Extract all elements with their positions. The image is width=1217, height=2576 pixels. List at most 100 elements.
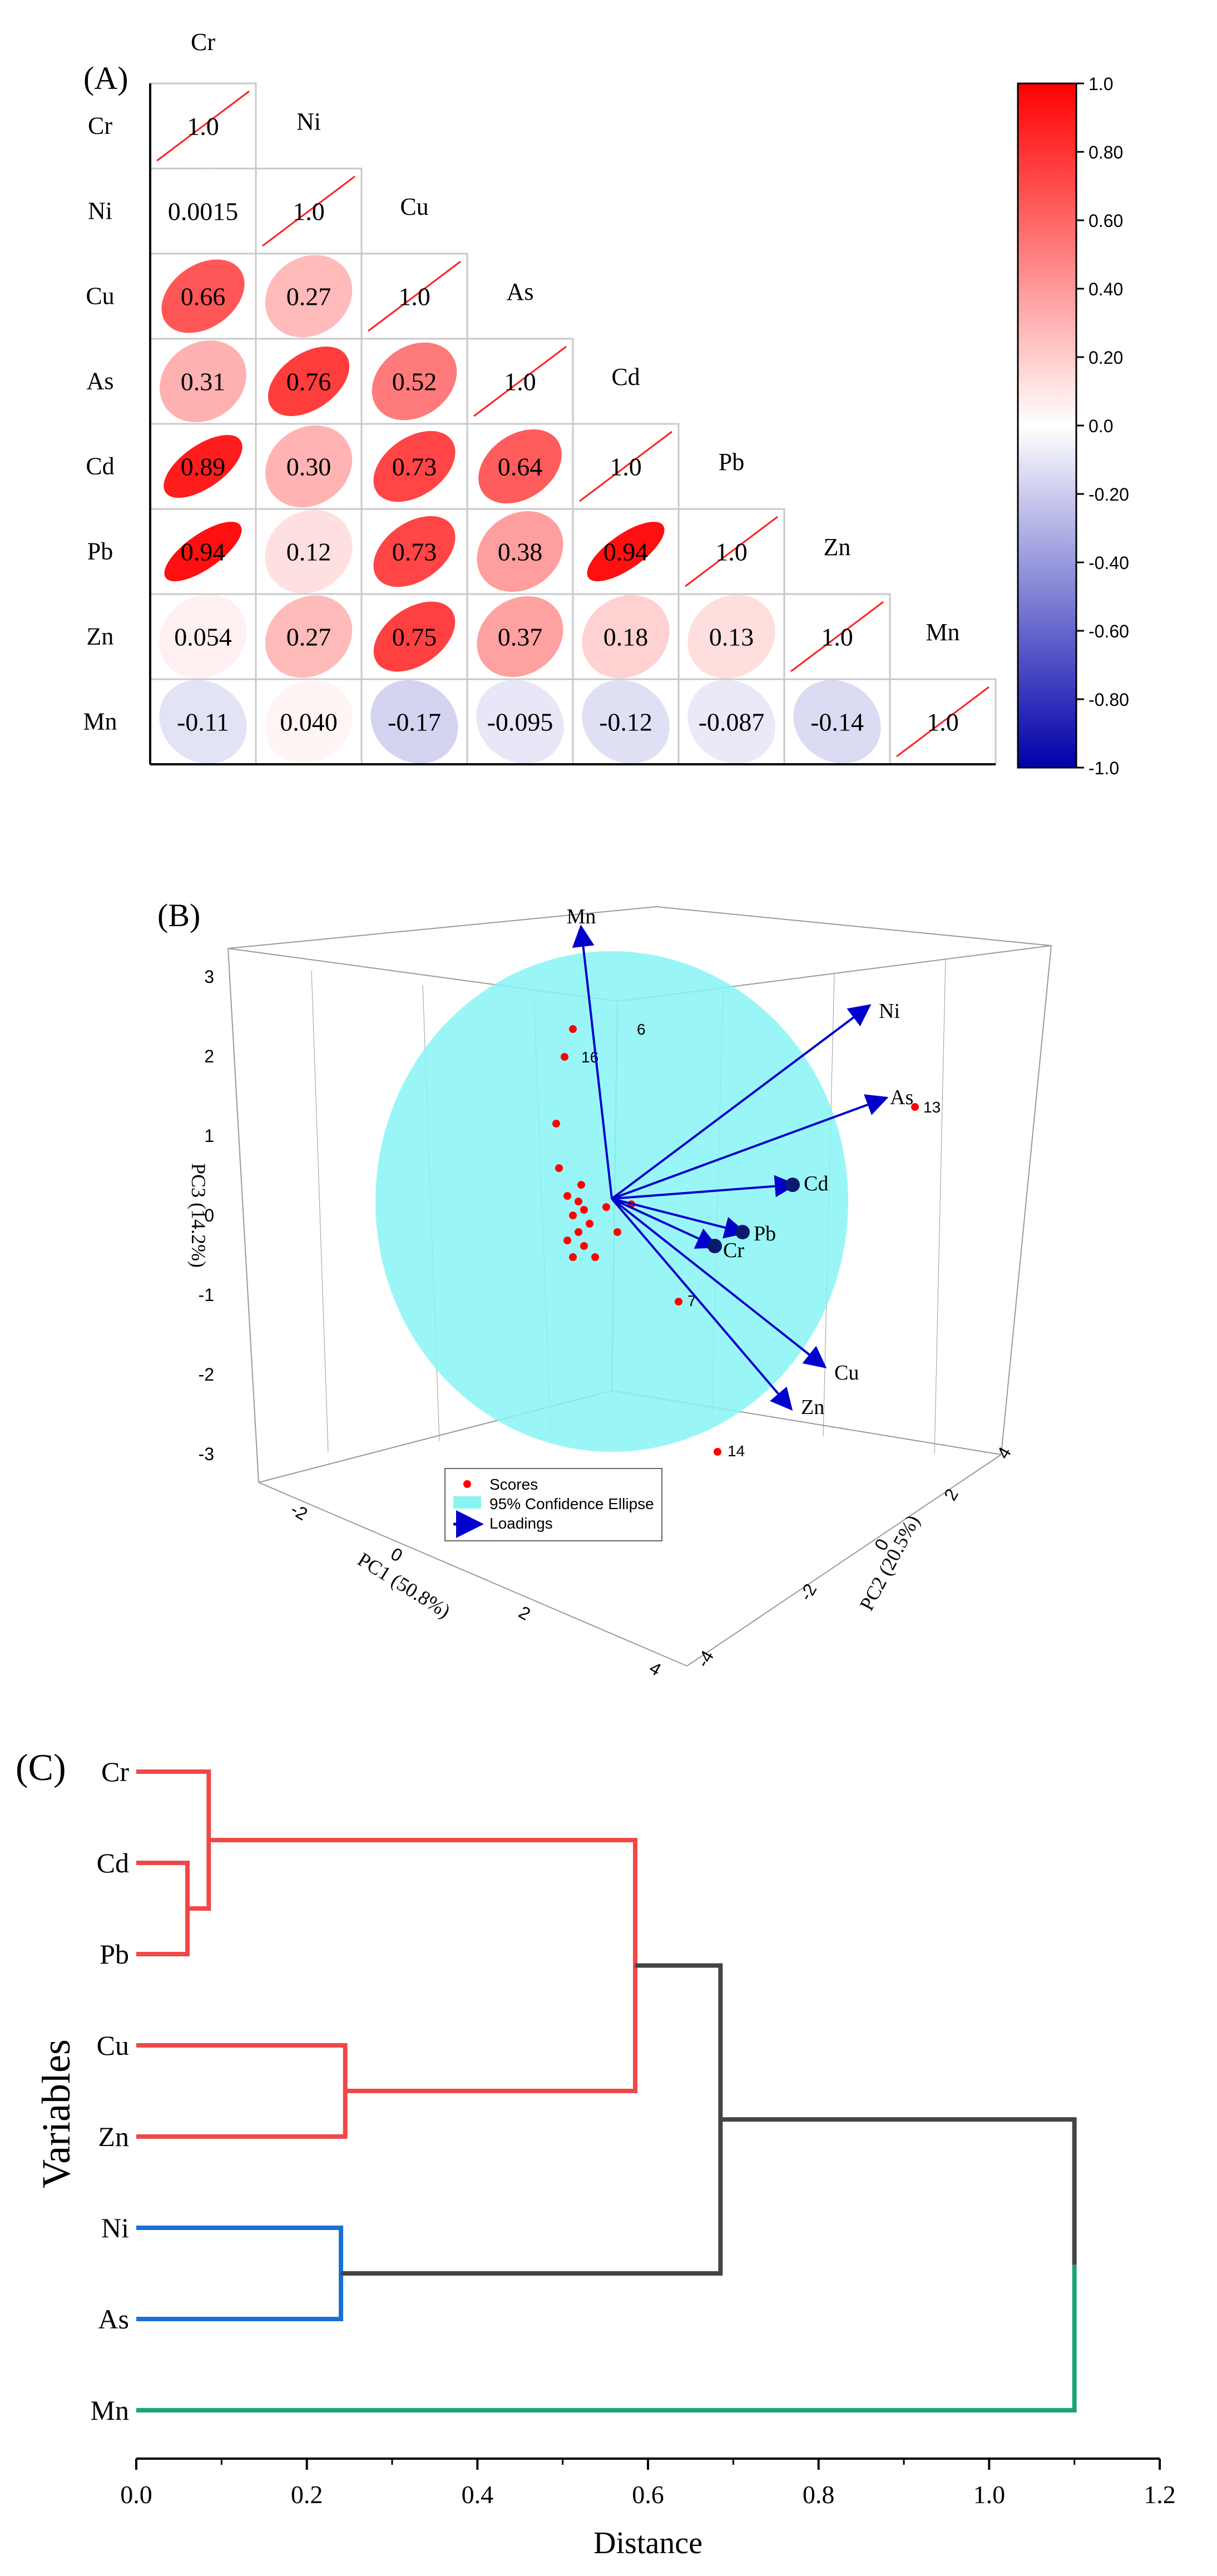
corr-ellipse bbox=[793, 680, 881, 764]
corr-cell-pb-cr: 0.94 bbox=[149, 508, 257, 595]
corr-value: 1.0 bbox=[927, 708, 959, 736]
score-point bbox=[911, 1103, 919, 1111]
corr-ellipse bbox=[373, 516, 456, 587]
distance-tick-label: 0.8 bbox=[803, 2480, 835, 2509]
loading-arrow bbox=[611, 1094, 889, 1200]
corr-cell-as-ni: 0.76 bbox=[255, 338, 363, 425]
col-header-as: As bbox=[507, 278, 534, 305]
loading-label: Cu bbox=[834, 1361, 859, 1385]
score-point bbox=[569, 1253, 577, 1261]
corr-value: 1.0 bbox=[504, 368, 536, 396]
x-tick-label: 0 bbox=[388, 1544, 406, 1566]
corr-value: 0.89 bbox=[181, 453, 226, 481]
link-cd-pb bbox=[136, 1861, 190, 1956]
box-edge bbox=[227, 906, 657, 949]
distance-tick-label: 0.6 bbox=[632, 2480, 664, 2509]
score-point bbox=[614, 1228, 621, 1236]
corr-value: 0.94 bbox=[181, 538, 226, 566]
corr-ellipse bbox=[268, 346, 350, 417]
box-edge bbox=[656, 906, 1052, 946]
corr-value: 0.73 bbox=[392, 453, 437, 481]
link-red-cluster bbox=[209, 1838, 637, 2093]
panel-c-dendrogram: (C) Cr Cd Pb Cu Zn Ni As Mn 0.0 0.2 0.4 0.6 0.8 1.0 1… bbox=[16, 1746, 1176, 2560]
loading-vectors: Mn Ni As Cd Pb Cr Cu Zn bbox=[567, 905, 914, 1419]
score-point bbox=[580, 1242, 588, 1250]
loading-as: As bbox=[611, 1086, 913, 1200]
corr-value: 1.0 bbox=[715, 538, 748, 566]
loading-label: Ni bbox=[879, 1000, 900, 1023]
link-root-upper bbox=[720, 2117, 1077, 2265]
row-label-zn: Zn bbox=[87, 623, 114, 650]
col-header-pb: Pb bbox=[719, 448, 744, 476]
x-tick-label: 2 bbox=[516, 1602, 534, 1624]
loading-arrow bbox=[611, 1198, 747, 1239]
corr-ellipse bbox=[265, 595, 353, 678]
corr-value: 0.73 bbox=[392, 538, 437, 566]
corr-ellipse bbox=[160, 340, 246, 422]
leaf-label-as: As bbox=[98, 2303, 129, 2335]
link-red-blue bbox=[341, 1963, 723, 2276]
corr-value: 1.0 bbox=[610, 453, 642, 481]
loading-arrow bbox=[611, 1198, 827, 1368]
score-label: 13 bbox=[923, 1099, 941, 1116]
corr-value: -0.12 bbox=[599, 708, 652, 736]
corr-cell-pb-ni: 0.12 bbox=[255, 508, 363, 595]
corr-ellipse bbox=[478, 429, 562, 504]
corr-value: 1.0 bbox=[821, 623, 853, 651]
loading-marker bbox=[708, 1239, 722, 1253]
y-tick-label: 4 bbox=[993, 1443, 1015, 1462]
z-axis-label: PC3 (14.2%) bbox=[187, 1163, 210, 1268]
row-label-cd: Cd bbox=[86, 453, 114, 480]
colorbar-tick-label: 0.0 bbox=[1089, 416, 1113, 436]
legend-entry: 95% Confidence Ellipse bbox=[489, 1495, 654, 1512]
corr-cell-cd-ni: 0.30 bbox=[255, 423, 363, 510]
corr-ellipse bbox=[265, 510, 353, 594]
colorbar-tick-label: -0.20 bbox=[1089, 484, 1129, 505]
corr-ellipse bbox=[159, 595, 247, 679]
box-edge bbox=[227, 948, 259, 1483]
colorbar-tick-label: 1.0 bbox=[1089, 74, 1113, 94]
loading-pb: Pb bbox=[611, 1198, 776, 1245]
loading-arrow bbox=[611, 1198, 719, 1249]
corr-cell-zn-as: 0.37 bbox=[466, 593, 574, 680]
link-cu-zn bbox=[136, 2043, 348, 2139]
colorbar-tick-label: -0.80 bbox=[1089, 690, 1129, 710]
diagonal-line bbox=[156, 90, 250, 162]
diagonal-line bbox=[685, 516, 778, 587]
corr-ellipse bbox=[477, 511, 563, 592]
grid-line bbox=[311, 970, 329, 1452]
corr-value: -0.095 bbox=[487, 708, 553, 736]
col-header-zn: Zn bbox=[824, 533, 851, 561]
corr-value: 1.0 bbox=[398, 283, 431, 311]
box-edge bbox=[258, 1482, 687, 1667]
correlation-cells: 1.0 0.0015 1.0 0.66 0.27 1.0 0.31 0.76 0.52 1.0 0.… bbox=[149, 82, 997, 765]
corr-cell-mn-cu: -0.17 bbox=[360, 678, 468, 765]
row-label-cr: Cr bbox=[88, 112, 112, 140]
score-point bbox=[552, 1120, 560, 1128]
corr-value: 0.64 bbox=[498, 453, 543, 481]
link-ni-as bbox=[136, 2226, 343, 2321]
loading-arrow bbox=[611, 1004, 872, 1200]
colorbar: 1.0 0.80 0.60 0.40 0.20 0.0 -0.20 -0.40 -0.60 -0.… bbox=[1017, 74, 1129, 778]
distance-tick-label: 0.2 bbox=[291, 2480, 323, 2509]
corr-cell-mn-cr: -0.11 bbox=[149, 678, 257, 765]
colorbar-tick-label: 0.60 bbox=[1089, 211, 1123, 231]
corr-value: 0.76 bbox=[286, 368, 332, 396]
corr-cell-cu-cr: 0.66 bbox=[149, 253, 257, 340]
distance-axis-label: Distance bbox=[593, 2526, 703, 2560]
distance-tick-label: 0.4 bbox=[462, 2480, 494, 2509]
corr-ellipse bbox=[587, 521, 665, 582]
corr-cell-zn-cr: 0.054 bbox=[149, 593, 257, 680]
corr-cell-as-cr: 0.31 bbox=[149, 338, 257, 425]
corr-cell-cu-ni: 0.27 bbox=[255, 253, 363, 340]
variables-axis-label: Variables bbox=[34, 2039, 78, 2188]
leaf-label-cd: Cd bbox=[97, 1847, 129, 1878]
corr-value: 0.13 bbox=[709, 623, 754, 651]
corr-value: 0.75 bbox=[392, 623, 437, 651]
corr-ellipse bbox=[373, 601, 456, 672]
corr-cell-ni-ni: 1.0 bbox=[255, 167, 363, 255]
corr-value: 1.0 bbox=[293, 197, 325, 226]
col-header-mn: Mn bbox=[926, 619, 959, 646]
